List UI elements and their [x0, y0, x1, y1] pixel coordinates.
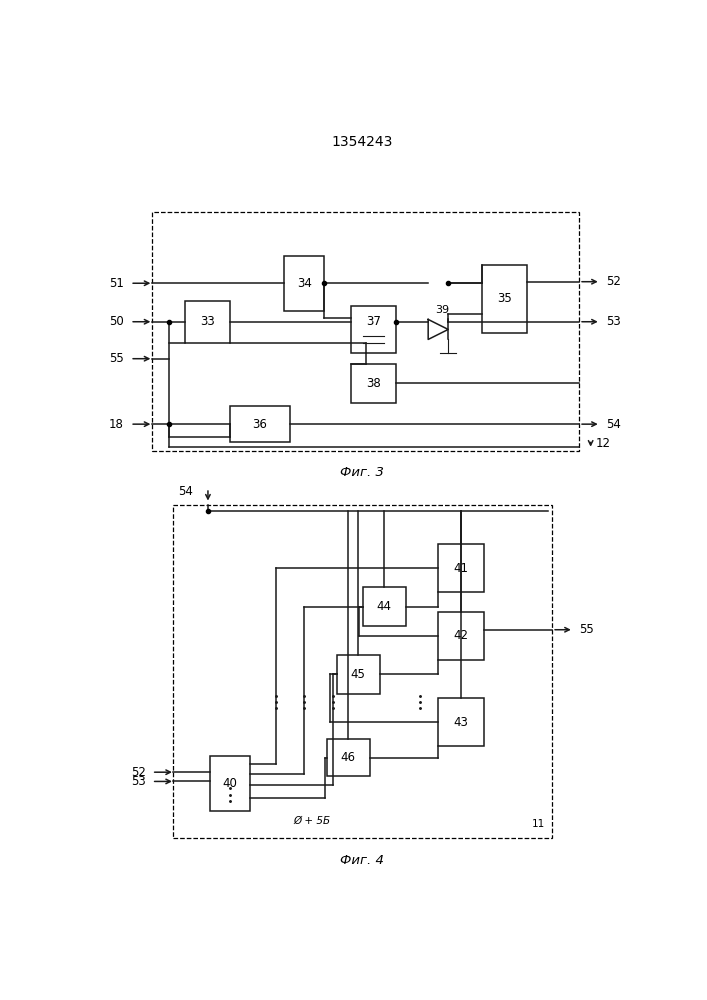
Bar	[482, 265, 527, 333]
Text: 44: 44	[377, 600, 392, 613]
Text: 52: 52	[131, 766, 146, 779]
Bar	[284, 256, 325, 311]
Bar	[351, 306, 396, 353]
Bar	[230, 406, 290, 442]
Bar	[438, 612, 484, 660]
Bar	[337, 655, 380, 694]
Bar	[438, 698, 484, 746]
Bar	[438, 544, 484, 592]
Text: 35: 35	[497, 292, 512, 305]
Text: 12: 12	[596, 437, 611, 450]
Text: 55: 55	[579, 623, 594, 636]
Text: 46: 46	[341, 751, 356, 764]
Text: 40: 40	[223, 777, 238, 790]
Bar	[327, 739, 370, 776]
Text: Ø + 5Б: Ø + 5Б	[293, 816, 330, 826]
Bar	[351, 364, 396, 403]
Text: 37: 37	[366, 315, 381, 328]
Text: 41: 41	[454, 562, 469, 575]
Text: 42: 42	[454, 629, 469, 642]
Text: 18: 18	[109, 418, 124, 431]
Bar	[173, 505, 552, 838]
Text: Фиг. 3: Фиг. 3	[340, 466, 385, 479]
Text: 53: 53	[606, 315, 621, 328]
Bar	[152, 212, 579, 451]
Text: 53: 53	[131, 775, 146, 788]
Text: 38: 38	[366, 377, 381, 390]
Text: 55: 55	[110, 352, 124, 365]
Text: 1354243: 1354243	[332, 135, 393, 149]
Bar	[363, 587, 406, 626]
Text: 11: 11	[532, 819, 545, 829]
Text: Фиг. 4: Фиг. 4	[340, 854, 385, 867]
Text: 43: 43	[454, 716, 469, 729]
Text: 36: 36	[252, 418, 267, 431]
Bar	[210, 756, 250, 811]
Text: 34: 34	[297, 277, 312, 290]
Text: 33: 33	[200, 315, 214, 328]
Text: 39: 39	[435, 305, 449, 315]
Text: 45: 45	[351, 668, 366, 681]
Text: 50: 50	[110, 315, 124, 328]
Text: 54: 54	[606, 418, 621, 431]
Text: 54: 54	[177, 485, 192, 498]
Text: 52: 52	[606, 275, 621, 288]
Text: 51: 51	[109, 277, 124, 290]
Bar	[185, 301, 230, 343]
